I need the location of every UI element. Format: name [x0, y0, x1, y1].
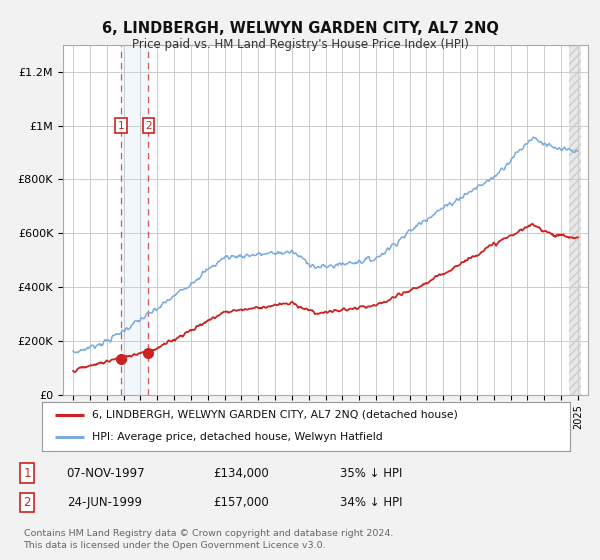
Text: Contains HM Land Registry data © Crown copyright and database right 2024.
This d: Contains HM Land Registry data © Crown c…	[23, 529, 393, 550]
Text: £134,000: £134,000	[214, 466, 269, 479]
Text: 6, LINDBERGH, WELWYN GARDEN CITY, AL7 2NQ (detached house): 6, LINDBERGH, WELWYN GARDEN CITY, AL7 2N…	[92, 410, 458, 420]
Text: 1: 1	[23, 466, 31, 479]
Text: HPI: Average price, detached house, Welwyn Hatfield: HPI: Average price, detached house, Welw…	[92, 432, 383, 442]
Text: 34% ↓ HPI: 34% ↓ HPI	[340, 496, 403, 509]
Text: 35% ↓ HPI: 35% ↓ HPI	[340, 466, 403, 479]
Text: 07-NOV-1997: 07-NOV-1997	[67, 466, 145, 479]
Text: 2: 2	[145, 120, 152, 130]
Text: Price paid vs. HM Land Registry's House Price Index (HPI): Price paid vs. HM Land Registry's House …	[131, 38, 469, 50]
Text: £157,000: £157,000	[214, 496, 269, 509]
Bar	[121, 45, 148, 395]
Text: 2: 2	[23, 496, 31, 509]
Text: 24-JUN-1999: 24-JUN-1999	[67, 496, 142, 509]
Text: 1: 1	[118, 120, 124, 130]
Text: 6, LINDBERGH, WELWYN GARDEN CITY, AL7 2NQ: 6, LINDBERGH, WELWYN GARDEN CITY, AL7 2N…	[101, 21, 499, 36]
Bar	[569, 45, 581, 395]
